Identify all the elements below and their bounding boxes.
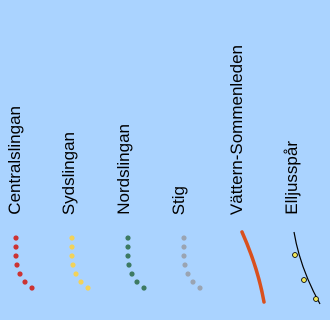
sydslingan-trail-icon [69,235,91,291]
trail-dot [13,253,19,259]
trail-dot [181,244,187,250]
trail-dot [125,253,131,259]
lamp-icon [292,252,298,258]
trail-dot [17,271,23,277]
trail-dot [13,244,19,250]
trail-dot [73,271,79,277]
trail-dot [134,279,140,285]
trail-dot [181,235,187,241]
trail-dot [181,253,187,259]
stig-trail-icon [181,235,203,291]
trail-dot [125,235,131,241]
trail-dot [13,235,19,241]
trail-dot [85,285,91,291]
trail-dot [69,253,75,259]
trail-dot [182,262,188,268]
trail-dot [14,262,20,268]
trail-dot [29,285,35,291]
trail-dot [22,279,28,285]
elljusspar-lamp-line-icon [292,231,321,305]
trail-dot [141,285,147,291]
trail-dot [69,235,75,241]
lamp-icon [301,277,307,283]
trail-dot [185,271,191,277]
trail-dot [190,279,196,285]
trail-dot [78,279,84,285]
trail-dot [197,285,203,291]
vattern-sommenleden-line-icon [240,230,266,304]
trail-dot [125,244,131,250]
trail-dot [70,262,76,268]
centralslingan-trail-icon [13,235,35,291]
trail-dot [129,271,135,277]
nordslingan-trail-icon [125,235,147,291]
trail-dot [69,244,75,250]
trail-dot [126,262,132,268]
lamp-icon [313,296,319,302]
